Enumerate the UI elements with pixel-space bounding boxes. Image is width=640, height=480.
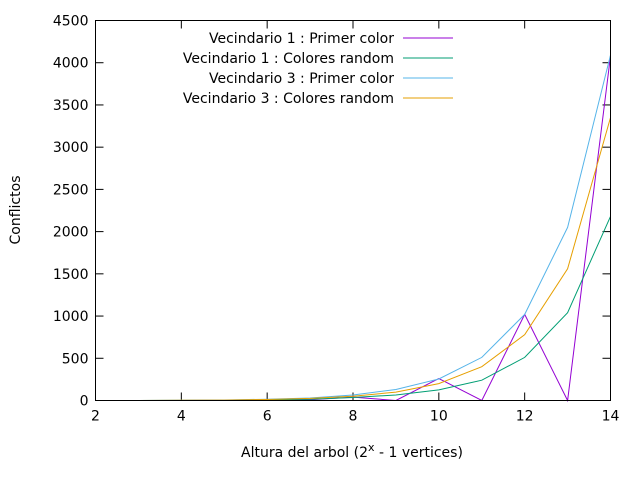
- x-tick-label: 8: [349, 409, 358, 425]
- legend-label-1: Vecindario 1 : Primer color: [209, 31, 394, 47]
- y-tick-label: 4500: [53, 14, 89, 30]
- y-axis-label: Conflictos: [8, 176, 24, 245]
- axis-ticks: 0 500 1000 1500 2000 2500 3000 3500 4000 4500 2 4 6 8…: [53, 14, 620, 425]
- x-tick-label: 2: [91, 409, 100, 425]
- x-axis-label-rest: - 1 vertices): [375, 445, 463, 461]
- x-tick-label: 10: [430, 409, 448, 425]
- x-axis-label: Altura del arbol (2x - 1 vertices): [241, 441, 463, 461]
- series-line-2: [95, 216, 611, 401]
- legend-label-2: Vecindario 1 : Colores random: [183, 51, 394, 67]
- y-tick-label: 3000: [53, 140, 89, 156]
- legend-label-3: Vecindario 3 : Primer color: [209, 71, 394, 87]
- y-tick-label: 1500: [53, 267, 89, 283]
- y-tick-label: 3500: [53, 98, 89, 114]
- y-tick-label: 4000: [53, 56, 89, 72]
- plot-frame: [95, 20, 611, 401]
- x-tick-label: 12: [516, 409, 534, 425]
- y-tick-label: 2000: [53, 225, 89, 241]
- x-axis-label-main: Altura del arbol (2: [241, 445, 368, 461]
- series-line-4: [95, 117, 611, 401]
- x-axis-label-superscript: x: [368, 441, 375, 454]
- legend: Vecindario 1 : Primer color Vecindario 1 …: [183, 31, 453, 107]
- x-tick-label: 4: [177, 409, 186, 425]
- x-tick-label: 6: [263, 409, 272, 425]
- legend-label-4: Vecindario 3 : Colores random: [183, 91, 394, 107]
- y-tick-label: 500: [62, 351, 89, 367]
- y-tick-label: 0: [80, 394, 89, 410]
- y-tick-label: 1000: [53, 309, 89, 325]
- x-tick-label: 14: [602, 409, 620, 425]
- y-tick-label: 2500: [53, 182, 89, 198]
